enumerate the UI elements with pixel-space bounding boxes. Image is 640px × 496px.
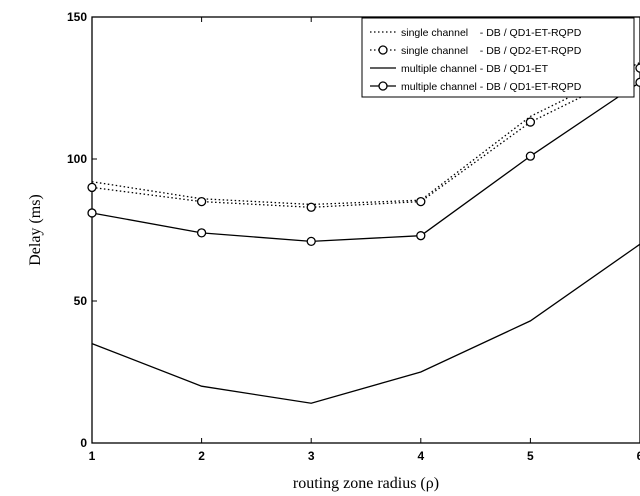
series-2-marker [635,63,640,73]
x-tick-label: 6 [637,449,640,463]
legend-label-4: multiple channel - DB / QD1-ET-RQPD [401,81,582,93]
legend-marker-4 [378,81,388,91]
series-4-marker [635,77,640,87]
legend-label-1: single channel - DB / QD1-ET-RQPD [401,27,582,39]
series-line-4 [91,81,640,243]
legend: single channel - DB / QD1-ET-RQPD single … [361,17,635,98]
x-tick-label: 5 [527,449,534,463]
legend-label-2: single channel - DB / QD2-ET-RQPD [401,45,582,57]
x-tick-label: 1 [89,449,96,463]
series-layer [87,61,640,404]
series-2-marker [306,202,316,212]
y-tick-label: 50 [74,294,88,308]
series-line-3 [91,243,640,404]
y-tick-label: 100 [67,152,87,166]
series-4-marker [87,208,97,218]
y-axis-title: Delay (ms) [27,194,44,266]
series-2-marker [525,117,536,127]
series-2-marker [87,182,97,193]
x-tick-label: 2 [198,449,205,463]
series-line-1 [91,61,640,206]
x-tick-label: 3 [308,449,315,463]
x-tick-label: 4 [417,449,424,463]
y-tick-label: 0 [80,436,87,450]
series-4-marker [416,231,426,241]
x-axis-title: routing zone radius (ρ) [293,475,439,492]
legend-label-3: multiple channel - DB / QD1-ET [401,63,549,75]
series-line-2 [91,67,640,208]
y-tick-label: 150 [67,10,87,24]
series-2-marker [196,196,207,207]
legend-box [361,17,635,98]
series-2-marker [416,196,426,207]
legend-marker-2 [378,45,388,55]
series-4-marker [196,228,207,238]
series-4-marker [306,236,316,247]
series-4-marker [525,151,536,161]
